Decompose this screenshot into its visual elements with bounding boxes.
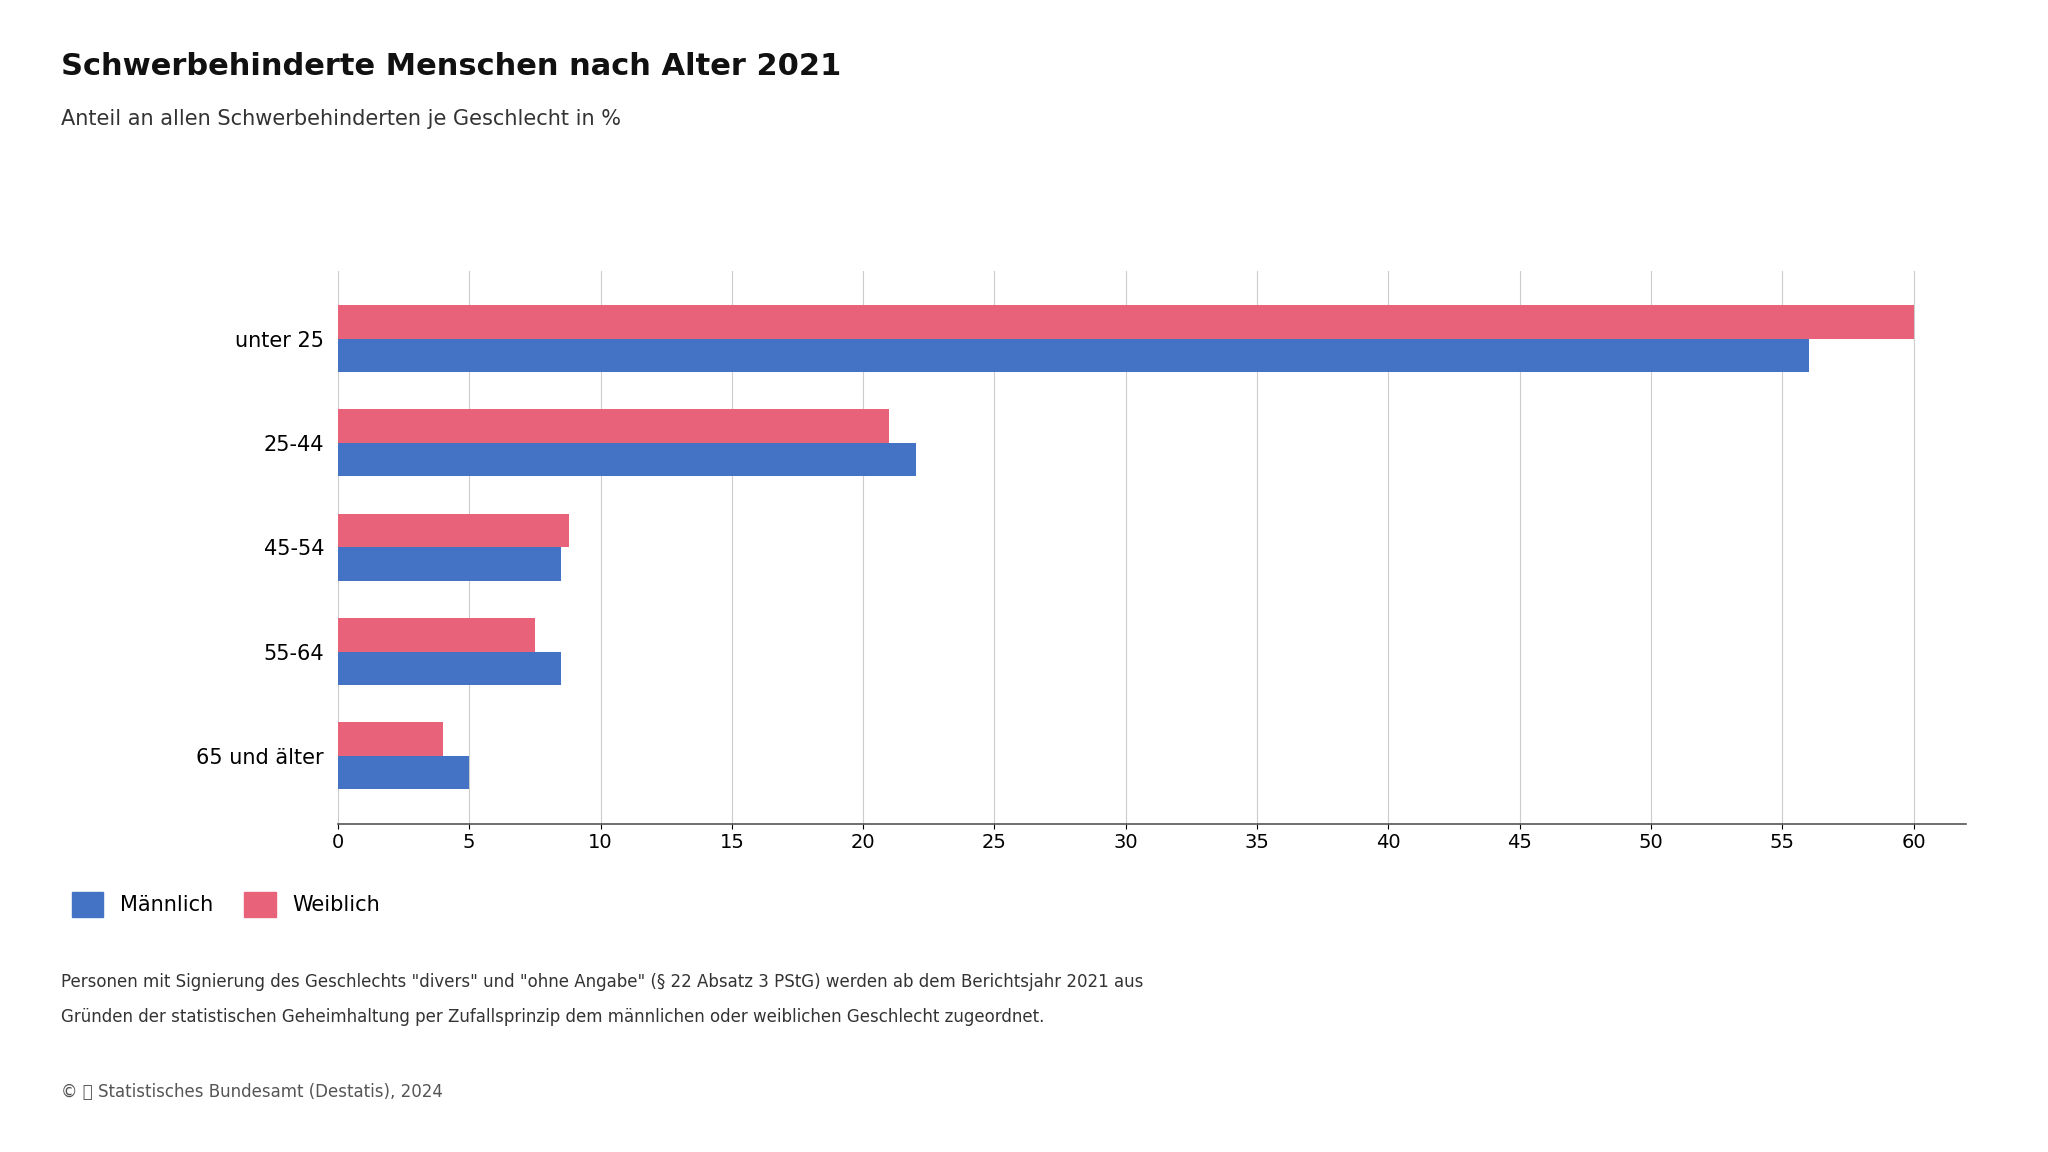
Bar (338, 514, 569, 547)
Text: © 📊 Statistisches Bundesamt (Destatis), 2024: © 📊 Statistisches Bundesamt (Destatis), … (61, 1083, 442, 1101)
Text: Schwerbehinderte Menschen nach Alter 2021: Schwerbehinderte Menschen nach Alter 202… (61, 52, 842, 81)
Bar (338, 339, 1808, 372)
Text: Gründen der statistischen Geheimhaltung per Zufallsprinzip dem männlichen oder w: Gründen der statistischen Geheimhaltung … (61, 1008, 1044, 1026)
Bar (338, 409, 889, 442)
Bar (338, 442, 915, 476)
Text: Personen mit Signierung des Geschlechts "divers" und "ohne Angabe" (§ 22 Absatz : Personen mit Signierung des Geschlechts … (61, 973, 1145, 992)
Bar (338, 756, 469, 789)
Bar (338, 305, 1913, 339)
Legend: Männlich, Weiblich: Männlich, Weiblich (72, 892, 381, 917)
Bar (338, 652, 561, 685)
Bar (338, 722, 442, 756)
Bar (338, 547, 561, 581)
Bar (338, 619, 535, 652)
Text: Anteil an allen Schwerbehinderten je Geschlecht in %: Anteil an allen Schwerbehinderten je Ges… (61, 109, 621, 129)
